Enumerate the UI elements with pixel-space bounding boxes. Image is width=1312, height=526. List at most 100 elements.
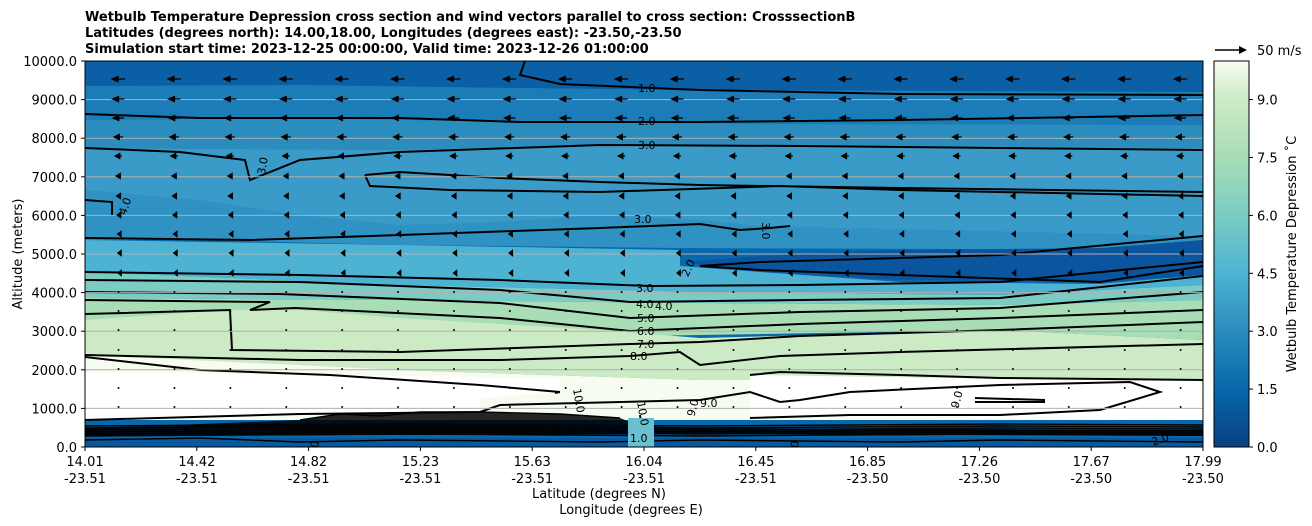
wind-vector-259 — [1123, 310, 1126, 312]
wind-vector-249 — [564, 310, 567, 312]
wind-vector-167 — [451, 230, 458, 238]
contour-fill-band-10 — [85, 310, 1203, 380]
wind-vector-83 — [225, 152, 234, 160]
wind-vector-84 — [281, 152, 290, 160]
wind-vector-53 — [782, 114, 795, 122]
wind-vector-305 — [341, 368, 344, 370]
wind-vector-168 — [507, 230, 513, 238]
y-tick-label-0: 0.0 — [56, 441, 77, 456]
wind-vector-239 — [1123, 291, 1126, 293]
wind-vector-170 — [619, 230, 625, 238]
contour-lines — [85, 61, 1203, 431]
title-line-1: Wetbulb Temperature Depression cross sec… — [85, 10, 855, 25]
wind-vector-189 — [564, 249, 569, 257]
wind-vector-100 — [1175, 152, 1185, 160]
wind-vector-144 — [283, 211, 290, 219]
wind-vector-242 — [173, 310, 176, 312]
wind-vector-55 — [894, 114, 907, 122]
wind-vector-324 — [285, 387, 288, 389]
wind-vector-137 — [1009, 192, 1016, 200]
wind-vector-105 — [338, 172, 345, 180]
wind-vector-223 — [229, 291, 232, 293]
wind-vector-310 — [620, 368, 623, 370]
cb-tick-label-0: 0.0 — [1257, 441, 1278, 456]
wind-vector-253 — [788, 310, 791, 312]
wind-vector-12 — [725, 75, 740, 83]
contour-fill-band-5 — [85, 190, 1203, 250]
wind-vector-195 — [899, 249, 905, 257]
wind-vector-163 — [228, 230, 234, 238]
title-line-2: Latitudes (degrees north): 14.00,18.00, … — [85, 26, 682, 41]
wind-vector-279 — [1123, 329, 1126, 331]
wind-vector-76 — [951, 133, 962, 141]
wind-vector-186 — [396, 249, 402, 257]
wind-vector-116 — [953, 172, 960, 180]
contour-line-3-0-mid — [364, 170, 1203, 197]
wind-vector-104 — [282, 172, 289, 180]
colorbar-ticks: 0.0 1.5 3.0 4.5 6.0 7.5 9.0 — [1249, 94, 1278, 456]
wind-vector-330 — [620, 387, 623, 389]
y-tick-label-2: 2000.0 — [32, 364, 78, 379]
wind-vector-295 — [900, 349, 903, 351]
x-tick-label-lat-6: 16.45 — [737, 455, 774, 470]
wind-vector-292 — [732, 349, 735, 351]
contour-fill-band-4 — [85, 144, 1203, 240]
wind-vector-158 — [1066, 211, 1072, 219]
wind-vector-353 — [788, 406, 791, 408]
contour-fill-band-3 — [85, 118, 1203, 150]
wind-vector-206 — [396, 269, 402, 277]
x-tick-label-lat-4: 15.63 — [514, 455, 551, 470]
cb-tick-label-4: 6.0 — [1257, 209, 1278, 224]
wind-vector-254 — [844, 310, 847, 312]
wind-vector-26 — [390, 95, 405, 103]
wind-vector-145 — [339, 211, 345, 219]
wind-vector-3 — [222, 75, 237, 83]
surface-black-ridge — [85, 412, 1203, 436]
wind-vector-74 — [839, 133, 850, 141]
colorbar-gradient — [1213, 60, 1250, 448]
x-tick-label-lon-2: -23.51 — [288, 472, 330, 487]
wind-vector-153 — [786, 211, 793, 219]
wind-vector-246 — [397, 310, 400, 312]
clabel-24: 0 — [788, 440, 802, 449]
wind-vector-188 — [508, 249, 514, 257]
wind-vector-264 — [285, 329, 288, 331]
wind-vector-277 — [1011, 329, 1014, 331]
x-tick-label-lon-10: -23.50 — [1182, 472, 1224, 487]
wind-vector-59 — [1117, 114, 1131, 122]
wind-vector-117 — [1009, 172, 1016, 180]
wind-vector-8 — [501, 75, 517, 83]
wind-vector-216 — [955, 269, 961, 277]
wind-vector-291 — [676, 349, 679, 351]
wind-vector-268 — [508, 329, 511, 331]
wind-vector-241 — [117, 310, 120, 312]
wind-vector-278 — [1067, 329, 1070, 331]
wind-vector-349 — [564, 406, 567, 408]
wind-vector-133 — [786, 192, 792, 200]
wind-vector-221 — [117, 291, 120, 293]
wind-vector-209 — [564, 269, 570, 277]
contour-line-2-0-right — [699, 235, 1203, 284]
wind-vector-38 — [1061, 95, 1075, 103]
wind-vector-204 — [284, 269, 290, 277]
wind-vector-327 — [452, 387, 455, 389]
wind-vector-179 — [1122, 230, 1128, 238]
wind-vector-82 — [169, 152, 178, 160]
wind-vector-164 — [284, 230, 290, 238]
wind-vector-321 — [117, 387, 120, 389]
wind-vector-331 — [676, 387, 679, 389]
clabel-7: 3.0 — [759, 222, 772, 240]
wind-vector-288 — [508, 349, 511, 351]
wind-vector-112 — [729, 172, 736, 180]
wind-vector-238 — [1067, 291, 1070, 293]
y-tick-label-3: 3000.0 — [32, 325, 78, 340]
wind-vector-75 — [895, 133, 906, 141]
wind-vector-282 — [173, 349, 176, 351]
wind-vector-285 — [341, 349, 344, 351]
wind-vector-262 — [173, 329, 176, 331]
wind-vector-289 — [564, 349, 567, 351]
contour-line-3-0-level4 — [85, 261, 1203, 288]
wind-vector-175 — [899, 230, 905, 238]
wind-vector-6 — [390, 75, 405, 83]
x-tick-label-lon-4: -23.51 — [511, 472, 553, 487]
